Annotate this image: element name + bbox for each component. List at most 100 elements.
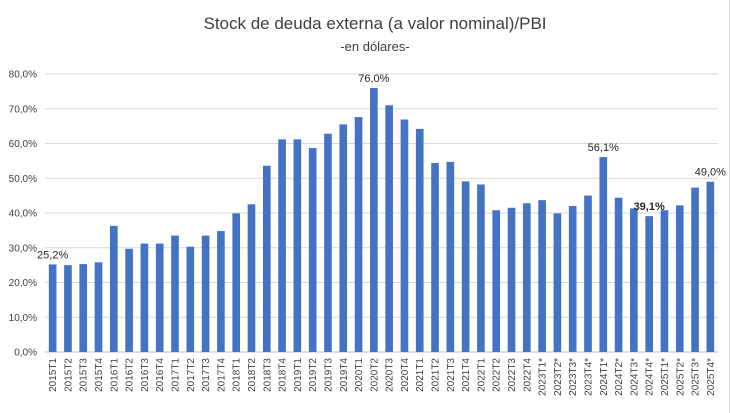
bar-2024T3* (630, 208, 638, 352)
x-tick-label: 2022T2 (492, 358, 503, 392)
x-tick-label: 2020T2 (369, 358, 380, 392)
bar-2021T3 (446, 161, 455, 352)
chart-title: Stock de deuda externa (a valor nominal)… (203, 14, 546, 33)
bar-2025T2* (675, 205, 684, 352)
x-tick-label: 2015T4 (94, 358, 105, 392)
y-tick-label: 40,0% (9, 209, 37, 220)
data-label: 25,2% (37, 249, 68, 261)
data-label: 56,1% (588, 142, 619, 154)
x-tick-label: 2019T3 (323, 358, 334, 392)
bar-2019T4 (339, 124, 348, 352)
bar-2018T2 (247, 204, 256, 352)
y-tick-label: 80,0% (9, 70, 37, 81)
x-tick-label: 2019T2 (308, 358, 319, 392)
x-tick-label: 2025T2* (675, 358, 686, 396)
bar-2016T4 (155, 243, 164, 352)
bar-2018T1 (232, 213, 241, 352)
x-tick-label: 2021T1 (415, 358, 426, 392)
bar-2016T2 (125, 248, 133, 352)
y-tick-label: 20,0% (9, 278, 37, 289)
x-tick-label: 2025T3* (691, 358, 702, 396)
bar-2024T2* (614, 197, 623, 352)
y-tick-label: 60,0% (9, 139, 37, 150)
data-labels: 25,2% 76,0% 56,1% 39,1% 49,0% (37, 73, 726, 262)
bar-2016T3 (140, 243, 149, 352)
x-tick-label: 2023T1* (538, 358, 549, 396)
x-tick-label: 2024T1* (599, 358, 610, 396)
x-tick-label: 2024T2* (614, 358, 625, 396)
data-label: 49,0% (695, 167, 726, 179)
bar-2023T1* (538, 200, 546, 352)
bar-2023T2* (553, 213, 562, 352)
bar-2022T4 (522, 203, 531, 352)
bar-2020T3 (385, 105, 393, 353)
x-tick-label: 2021T4 (461, 358, 472, 392)
bar-2017T4 (217, 231, 225, 352)
y-axis-ticks: 0,0% 10,0% 20,0% 30,0% 40,0% 50,0% 60,0% 70,0% 8… (9, 70, 37, 359)
bar-2025T4* (706, 181, 715, 352)
x-tick-label: 2022T4 (522, 358, 533, 392)
bar-2022T2 (492, 210, 501, 352)
bar-2025T1* (660, 210, 669, 352)
x-tick-label: 2016T2 (125, 358, 136, 392)
y-tick-label: 50,0% (9, 174, 37, 185)
bar-2019T2 (308, 148, 317, 352)
bar-2016T1 (110, 225, 118, 352)
x-tick-label: 2018T4 (278, 358, 289, 392)
chart-subtitle: -en dólares- (340, 39, 409, 54)
y-tick-label: 0,0% (14, 348, 37, 359)
bar-2025T3* (691, 187, 699, 352)
x-tick-label: 2018T1 (232, 358, 243, 392)
x-tick-label: 2023T3* (568, 358, 579, 396)
bar-2020T2 (370, 87, 378, 353)
x-tick-label: 2017T1 (171, 358, 182, 392)
bar-2018T3 (262, 165, 271, 352)
x-tick-label: 2018T2 (247, 358, 258, 392)
bar-2020T1 (354, 117, 363, 352)
bar-2021T1 (415, 128, 424, 352)
x-tick-label: 2016T4 (155, 358, 166, 392)
x-tick-label: 2024T4* (645, 358, 656, 396)
bar-2019T3 (324, 133, 332, 352)
x-tick-label: 2017T4 (216, 358, 227, 392)
y-tick-label: 10,0% (9, 313, 37, 324)
bar-2018T4 (278, 139, 286, 352)
bar-2022T3 (507, 207, 516, 352)
x-tick-label: 2015T2 (63, 358, 74, 392)
x-tick-label: 2020T3 (385, 358, 396, 392)
bar-2020T4 (400, 119, 409, 353)
bar-2023T4* (584, 195, 592, 352)
y-tick-label: 30,0% (9, 243, 37, 254)
x-tick-label: 2023T4* (583, 358, 594, 396)
x-axis-ticks: 2015T1 2015T2 2015T3 2015T4 2016T1 2016T2 2016… (48, 358, 717, 396)
bars (48, 87, 715, 353)
bar-2021T2 (431, 162, 439, 352)
bar-2022T1 (477, 184, 485, 352)
bar-2015T4 (94, 262, 103, 352)
x-tick-label: 2024T3* (629, 358, 640, 396)
x-tick-label: 2018T3 (262, 358, 273, 392)
bar-2017T1 (171, 235, 179, 352)
x-tick-label: 2020T4 (400, 358, 411, 392)
x-tick-label: 2021T3 (446, 358, 457, 392)
x-tick-label: 2016T1 (109, 358, 120, 392)
x-tick-label: 2022T1 (476, 358, 487, 392)
x-tick-label: 2019T4 (339, 358, 350, 392)
bar-2015T3 (79, 264, 88, 352)
x-tick-label: 2025T1* (660, 358, 671, 396)
data-label: 39,1% (634, 201, 665, 213)
x-tick-label: 2019T1 (293, 358, 304, 392)
x-tick-label: 2016T3 (140, 358, 151, 392)
bar-2019T1 (293, 139, 302, 352)
y-tick-label: 70,0% (9, 104, 37, 115)
x-tick-label: 2017T2 (186, 358, 197, 392)
x-tick-label: 2025T4* (706, 358, 717, 396)
bar-2017T3 (201, 235, 210, 352)
bar-2021T4 (461, 181, 470, 352)
bar-2024T1* (599, 157, 608, 352)
bar-2023T3* (568, 206, 577, 352)
bar-2017T2 (186, 246, 195, 352)
x-tick-label: 2021T2 (431, 358, 442, 392)
